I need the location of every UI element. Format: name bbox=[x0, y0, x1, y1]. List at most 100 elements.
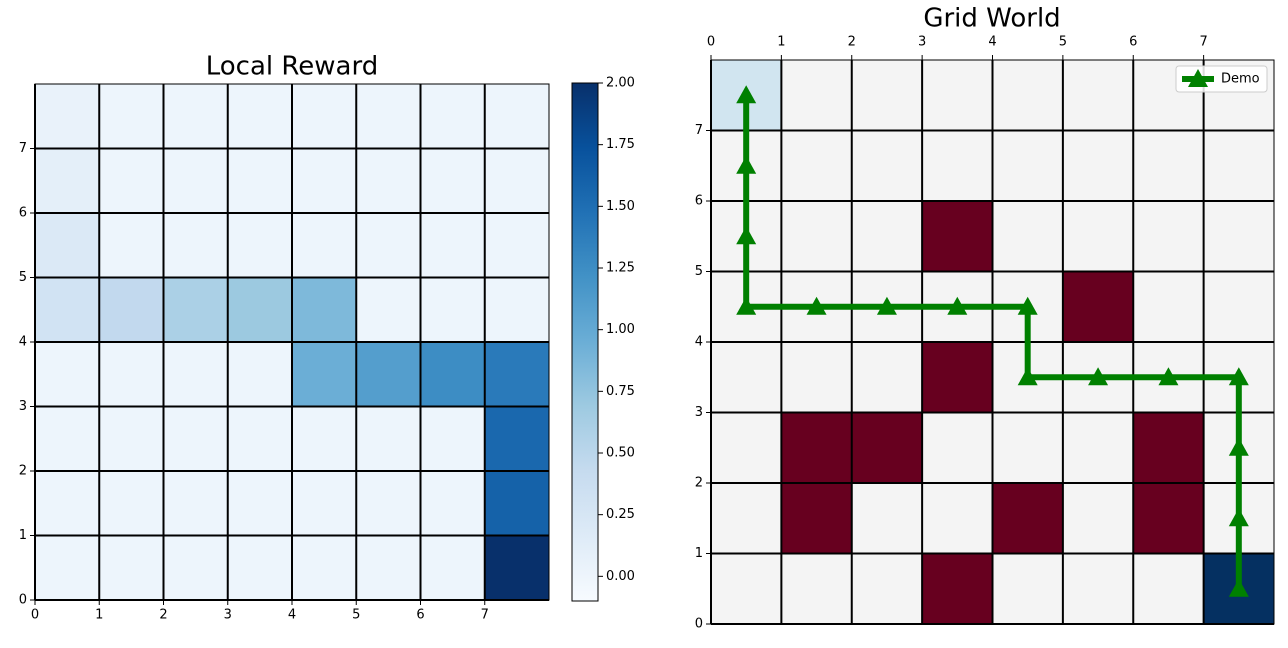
heatmap-cell bbox=[35, 471, 100, 536]
heatmap-cell bbox=[227, 213, 292, 278]
y-tick-label: 2 bbox=[19, 464, 27, 479]
y-tick-label: 3 bbox=[19, 399, 27, 414]
heatmap-cell bbox=[420, 148, 485, 213]
demo-marker bbox=[1228, 367, 1249, 386]
heatmap-cell bbox=[35, 277, 100, 342]
axes-frame bbox=[710, 59, 1275, 625]
obstacle-cell bbox=[992, 483, 1063, 554]
demo-marker bbox=[736, 226, 757, 245]
heatmap-cell bbox=[484, 213, 549, 278]
x-tick-label: 5 bbox=[1059, 35, 1067, 50]
heatmap-cell bbox=[99, 148, 164, 213]
obstacle-cell bbox=[781, 483, 852, 554]
heatmap-cell bbox=[163, 213, 228, 278]
heatmap-cell bbox=[292, 213, 357, 278]
heatmap-cell bbox=[420, 277, 485, 342]
demo-marker bbox=[1017, 367, 1038, 386]
heatmap-cell bbox=[292, 535, 357, 600]
x-tick-label: 7 bbox=[1199, 35, 1207, 50]
x-tick-label: 5 bbox=[352, 608, 360, 623]
demo-marker bbox=[1228, 578, 1249, 597]
x-tick-label: 6 bbox=[1129, 35, 1137, 50]
x-tick-label: 2 bbox=[848, 35, 856, 50]
heatmap-cell bbox=[292, 342, 357, 407]
colorbar-tick-label: 1.50 bbox=[606, 199, 635, 214]
heatmap-cell bbox=[99, 84, 164, 149]
obstacle-cell bbox=[851, 412, 923, 483]
heatmap-cell bbox=[99, 342, 164, 407]
heatmap-cell bbox=[356, 342, 421, 407]
y-tick-label: 4 bbox=[19, 335, 27, 350]
heatmap-cell bbox=[99, 535, 164, 600]
obstacle-cell bbox=[781, 412, 852, 483]
heatmap-cell bbox=[292, 277, 357, 342]
heatmap-cell bbox=[163, 148, 228, 213]
heatmap-cell bbox=[35, 535, 100, 600]
heatmap-cell bbox=[356, 406, 421, 471]
heatmap-cell bbox=[292, 148, 357, 213]
heatmap-cell bbox=[227, 471, 292, 536]
colorbar-tick-label: 0.00 bbox=[606, 569, 635, 584]
demo-marker bbox=[736, 85, 757, 104]
obstacle-cell bbox=[1133, 483, 1204, 554]
x-tick-label: 0 bbox=[707, 35, 715, 50]
y-tick-label: 5 bbox=[695, 264, 703, 279]
heatmap-cell bbox=[163, 277, 228, 342]
y-tick-label: 3 bbox=[695, 405, 703, 420]
heatmap-cell bbox=[35, 213, 100, 278]
obstacle-cell bbox=[922, 201, 993, 272]
legend-label: Demo bbox=[1221, 72, 1260, 87]
heatmap-cell bbox=[356, 277, 421, 342]
x-tick-label: 1 bbox=[777, 35, 785, 50]
heatmap-cell bbox=[227, 406, 292, 471]
heatmap-cell bbox=[420, 406, 485, 471]
demo-marker bbox=[1228, 508, 1249, 527]
heatmap-cell bbox=[420, 84, 485, 149]
heatmap-cell bbox=[99, 471, 164, 536]
heatmap-cell bbox=[292, 471, 357, 536]
demo-marker bbox=[1228, 437, 1249, 456]
obstacle-cell bbox=[922, 342, 993, 413]
x-tick-label: 4 bbox=[288, 608, 296, 623]
heatmap-cell bbox=[484, 471, 549, 536]
demo-marker bbox=[947, 296, 968, 315]
heatmap-cell bbox=[356, 471, 421, 536]
colorbar-tick-label: 1.75 bbox=[606, 137, 635, 152]
heatmap-cell bbox=[163, 406, 228, 471]
x-tick-label: 7 bbox=[481, 608, 489, 623]
obstacle-cell bbox=[922, 553, 993, 624]
heatmap-cell bbox=[356, 213, 421, 278]
x-tick-label: 1 bbox=[95, 608, 103, 623]
demo-marker bbox=[876, 296, 897, 315]
x-tick-label: 2 bbox=[159, 608, 167, 623]
heatmap-cell bbox=[484, 535, 549, 600]
chart-title: Grid World bbox=[923, 4, 1060, 34]
y-tick-label: 0 bbox=[19, 593, 27, 608]
heatmap-cell bbox=[163, 342, 228, 407]
colorbar-tick-label: 0.25 bbox=[606, 507, 635, 522]
heatmap-cell bbox=[99, 277, 164, 342]
heatmap-cell bbox=[356, 84, 421, 149]
obstacle-cell bbox=[1062, 271, 1134, 342]
heatmap-cell bbox=[35, 342, 100, 407]
heatmap-cell bbox=[292, 84, 357, 149]
colorbar-tick-label: 1.25 bbox=[606, 261, 635, 276]
heatmap-cell bbox=[420, 213, 485, 278]
y-tick-label: 1 bbox=[695, 546, 703, 561]
heatmap-cell bbox=[420, 342, 485, 407]
heatmap-cell bbox=[163, 84, 228, 149]
heatmap-cell bbox=[227, 277, 292, 342]
demo-marker bbox=[806, 296, 827, 315]
chart-title: Local Reward bbox=[206, 52, 378, 82]
colorbar-tick-label: 1.00 bbox=[606, 322, 635, 337]
heatmap-cell bbox=[484, 406, 549, 471]
demo-marker bbox=[736, 296, 757, 315]
y-tick-label: 7 bbox=[695, 123, 703, 138]
y-tick-label: 6 bbox=[19, 206, 27, 221]
heatmap-cell bbox=[227, 84, 292, 149]
heatmap-cell bbox=[35, 406, 100, 471]
y-tick-label: 0 bbox=[695, 617, 703, 632]
heatmap-cell bbox=[356, 535, 421, 600]
colorbar-tick-label: 2.00 bbox=[606, 76, 635, 91]
y-tick-label: 5 bbox=[19, 270, 27, 285]
